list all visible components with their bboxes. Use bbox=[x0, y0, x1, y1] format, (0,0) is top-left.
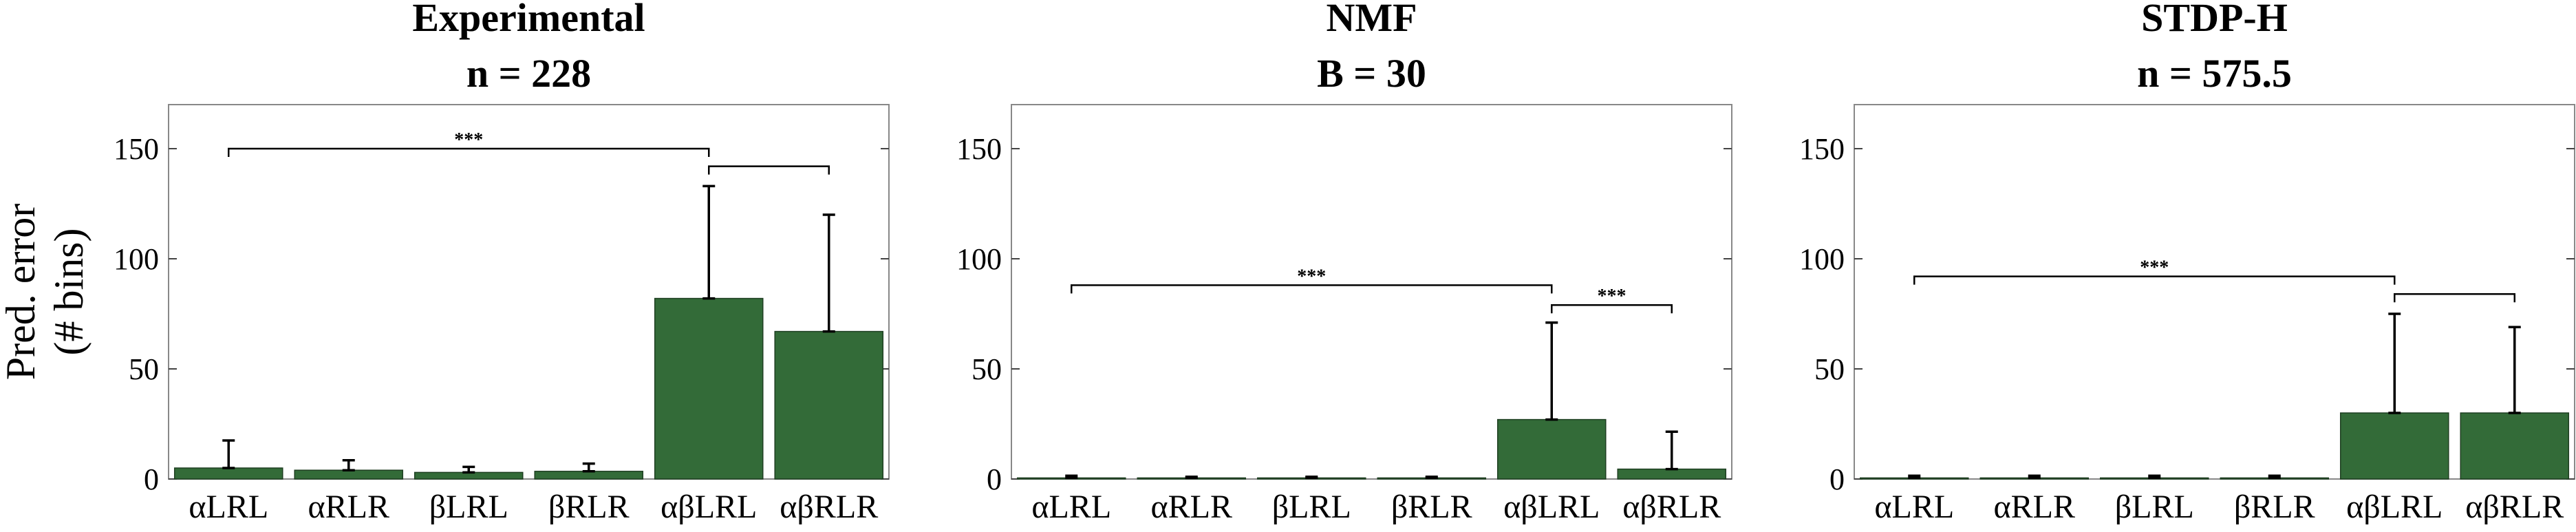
bar bbox=[294, 469, 404, 480]
plot-frame bbox=[1011, 104, 1732, 480]
y-tick-label: 100 bbox=[114, 242, 159, 276]
panel-2: NMF B = 30 0 50 100 150 αLRL αRLR βLRL βRLR αβLRL α… bbox=[956, 0, 1732, 525]
bar bbox=[654, 297, 764, 480]
significance-bracket bbox=[708, 165, 830, 175]
y-tick-label: 50 bbox=[1814, 352, 1845, 386]
x-category-label: αβRLR bbox=[780, 489, 878, 525]
y-tick-label: 0 bbox=[1829, 462, 1845, 496]
chart-subtitle: n = 575.5 bbox=[2137, 51, 2292, 96]
chart-title: NMF bbox=[1326, 0, 1417, 40]
bar bbox=[2339, 412, 2449, 480]
y-tick-label: 100 bbox=[1799, 242, 1845, 276]
x-category-label: βLRL bbox=[1272, 489, 1351, 525]
significance-label: *** bbox=[1297, 266, 1326, 287]
significance-bracket bbox=[1071, 284, 1553, 294]
bar bbox=[774, 330, 884, 480]
bar bbox=[1496, 418, 1607, 480]
x-category-label: βLRL bbox=[429, 489, 508, 525]
chart-subtitle: B = 30 bbox=[1317, 51, 1426, 96]
x-category-label: βLRL bbox=[2115, 489, 2194, 525]
plot-frame bbox=[1854, 104, 2575, 480]
x-category-label: αβLRL bbox=[1503, 489, 1600, 525]
significance-label: *** bbox=[1598, 286, 1627, 307]
bar bbox=[2460, 412, 2570, 480]
y-tick-label: 150 bbox=[1799, 132, 1845, 166]
x-category-label: βRLR bbox=[1391, 489, 1472, 525]
x-category-label: αLRL bbox=[1874, 489, 1954, 525]
plot-frame bbox=[168, 104, 890, 480]
x-category-label: αRLR bbox=[308, 489, 390, 525]
y-tick-label: 150 bbox=[114, 132, 159, 166]
bar bbox=[173, 467, 283, 480]
chart-title: Experimental bbox=[412, 0, 645, 40]
x-category-label: αβLRL bbox=[2346, 489, 2443, 525]
y-tick-label: 0 bbox=[144, 462, 159, 496]
y-tick-label: 100 bbox=[956, 242, 1002, 276]
x-category-label: αLRL bbox=[189, 489, 268, 525]
y-tick-label: 150 bbox=[956, 132, 1002, 166]
bar bbox=[1617, 468, 1727, 480]
y-tick-label: 50 bbox=[129, 352, 159, 386]
panel-1: Experimental n = 228 0 50 100 150 Pred. error(… bbox=[0, 0, 890, 525]
significance-bracket bbox=[2394, 292, 2515, 303]
significance-label: *** bbox=[2140, 257, 2169, 279]
x-category-label: αRLR bbox=[1994, 489, 2076, 525]
y-axis-label: Pred. error bbox=[0, 204, 43, 381]
x-category-label: αRLR bbox=[1151, 489, 1233, 525]
chart-title: STDP-H bbox=[2141, 0, 2288, 40]
chart-subtitle: n = 228 bbox=[466, 51, 591, 96]
x-category-label: βRLR bbox=[548, 489, 630, 525]
significance-bracket bbox=[1551, 304, 1673, 314]
x-category-label: αLRL bbox=[1031, 489, 1111, 525]
panel-3: STDP-H n = 575.5 0 50 100 150 αLRL αRLR βLRL βRLR… bbox=[1799, 0, 2575, 525]
x-category-label: βRLR bbox=[2234, 489, 2315, 525]
y-tick-label: 50 bbox=[972, 352, 1002, 386]
x-category-label: αβRLR bbox=[1622, 489, 1721, 525]
significance-bracket bbox=[228, 147, 710, 157]
significance-label: *** bbox=[454, 129, 483, 151]
y-tick-label: 0 bbox=[987, 462, 1002, 496]
y-axis-label-unit: (# bins) bbox=[46, 228, 92, 356]
significance-bracket bbox=[1913, 275, 2396, 285]
x-category-label: αβRLR bbox=[2465, 489, 2564, 525]
x-category-label: αβLRL bbox=[661, 489, 757, 525]
